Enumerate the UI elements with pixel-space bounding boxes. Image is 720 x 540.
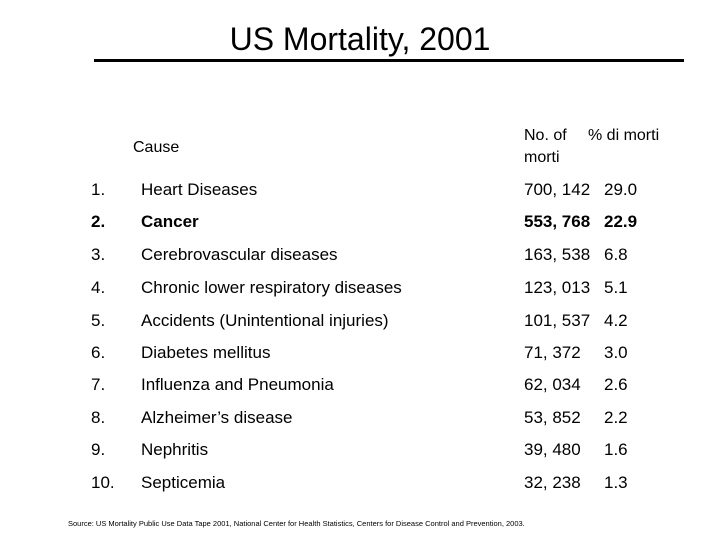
row-percent: 22.9 [604,212,638,231]
row-rank: 3. [91,245,106,264]
row-number: 71, 372 [524,343,581,362]
row-cause: Heart Diseases [141,180,258,199]
row-rank: 1. [91,180,106,199]
row-number: 32, 238 [524,473,581,492]
table-row: 10. Septicemia 32, 238 1.3 [0,471,720,495]
row-number: 553, 768 [524,212,591,231]
row-number: 53, 852 [524,408,581,427]
table-row: 9. Nephritis 39, 480 1.6 [0,438,720,462]
row-percent: 4.2 [604,311,628,330]
source-note: Source: US Mortality Public Use Data Tap… [68,519,525,528]
row-percent: 2.2 [604,408,628,427]
row-percent: 1.3 [604,473,628,492]
row-cause: Accidents (Unintentional injuries) [141,311,389,330]
row-rank: 5. [91,311,106,330]
header-number-line2: morti [524,149,560,166]
row-cause: Cancer [141,212,199,231]
row-cause: Alzheimer’s disease [141,408,293,427]
row-percent: 5.1 [604,278,628,297]
row-percent: 2.6 [604,375,628,394]
row-number: 163, 538 [524,245,591,264]
page-title: US Mortality, 2001 [229,21,491,57]
row-percent: 1.6 [604,440,628,459]
row-rank: 4. [91,278,106,297]
table-row: 5. Accidents (Unintentional injuries) 10… [0,309,720,333]
title-underline [94,59,684,62]
row-number: 39, 480 [524,440,581,459]
row-cause: Nephritis [141,440,209,459]
table-row: 1. Heart Diseases 700, 142 29.0 [0,178,720,202]
header-number: No. of morti [524,125,567,169]
row-cause: Influenza and Pneumonia [141,375,334,394]
row-cause: Chronic lower respiratory diseases [141,278,402,297]
table-row: 2. Cancer 553, 768 22.9 [0,210,720,234]
row-percent: 3.0 [604,343,628,362]
row-cause: Cerebrovascular diseases [141,245,338,264]
header-percent: % di morti [588,127,660,144]
table-row: 4. Chronic lower respiratory diseases 12… [0,276,720,300]
row-rank: 8. [91,408,106,427]
row-rank: 2. [91,212,106,231]
row-cause: Diabetes mellitus [141,343,271,362]
row-rank: 7. [91,375,106,394]
row-cause: Septicemia [141,473,226,492]
row-number: 101, 537 [524,311,591,330]
row-percent: 6.8 [604,245,628,264]
table-row: 7. Influenza and Pneumonia 62, 034 2.6 [0,373,720,397]
header-cause: Cause [133,139,180,156]
row-rank: 10. [91,473,115,492]
row-number: 62, 034 [524,375,581,394]
row-number: 123, 013 [524,278,591,297]
row-rank: 6. [91,343,106,362]
table-row: 3. Cerebrovascular diseases 163, 538 6.8 [0,243,720,267]
header-number-line1: No. of [524,127,567,144]
table-row: 6. Diabetes mellitus 71, 372 3.0 [0,341,720,365]
table-row: 8. Alzheimer’s disease 53, 852 2.2 [0,406,720,430]
row-percent: 29.0 [604,180,638,199]
row-number: 700, 142 [524,180,591,199]
row-rank: 9. [91,440,106,459]
